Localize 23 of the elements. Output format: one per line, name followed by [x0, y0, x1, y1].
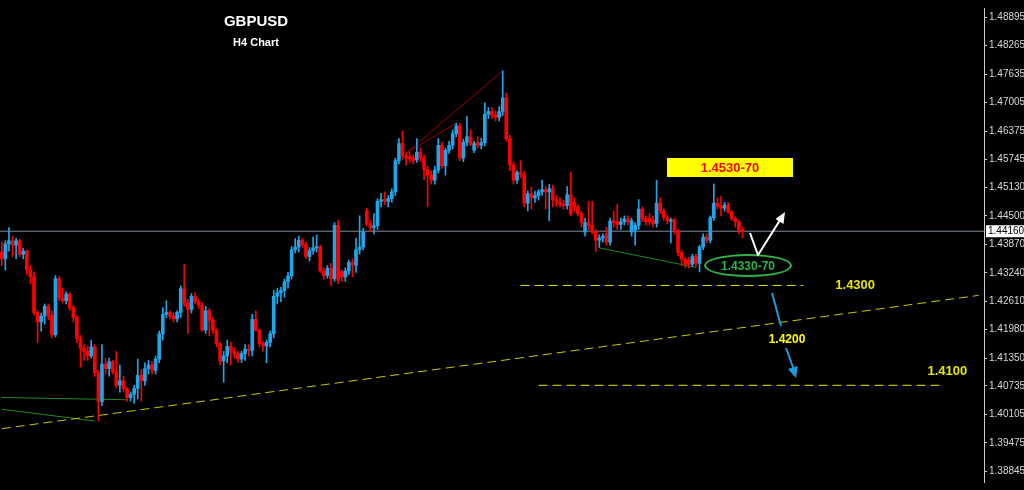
text: H4 Chart: [232, 36, 280, 48]
y-tick-label: 1.45130: [989, 181, 1024, 193]
y-tick-label: 1.40735: [989, 379, 1024, 391]
y-tick-label: 1.43870: [989, 238, 1024, 250]
y-tick-label: 1.41350: [989, 351, 1024, 363]
y-tick-label: 1.44500: [989, 209, 1024, 221]
y-tick-label: 1.42610: [989, 295, 1024, 307]
series-label: 1.4100: [927, 362, 968, 378]
y-tick-label: 1.41980: [989, 323, 1024, 335]
y-tick-label: 1.43240: [989, 266, 1024, 278]
y-tick-label: 1.46375: [989, 124, 1024, 136]
text: 1.4300: [835, 277, 876, 293]
y-tick-label: 1.47005: [989, 96, 1024, 108]
y-tick-label: 1.48265: [989, 39, 1024, 51]
annotation: 1.4200: [767, 331, 807, 347]
y-tick-label: 1.48895: [989, 11, 1024, 23]
y-tick-label: 1.39475: [989, 436, 1024, 448]
chart-title: GBPUSD: [222, 12, 290, 29]
y-tick-label: 1.45745: [989, 153, 1024, 165]
y-tick-label: 1.40105: [989, 408, 1024, 420]
ref-line-label: 1.44160: [988, 224, 1024, 236]
y-tick-label: 1.47635: [989, 67, 1024, 79]
y-tick-label: 1.38845: [989, 465, 1024, 477]
